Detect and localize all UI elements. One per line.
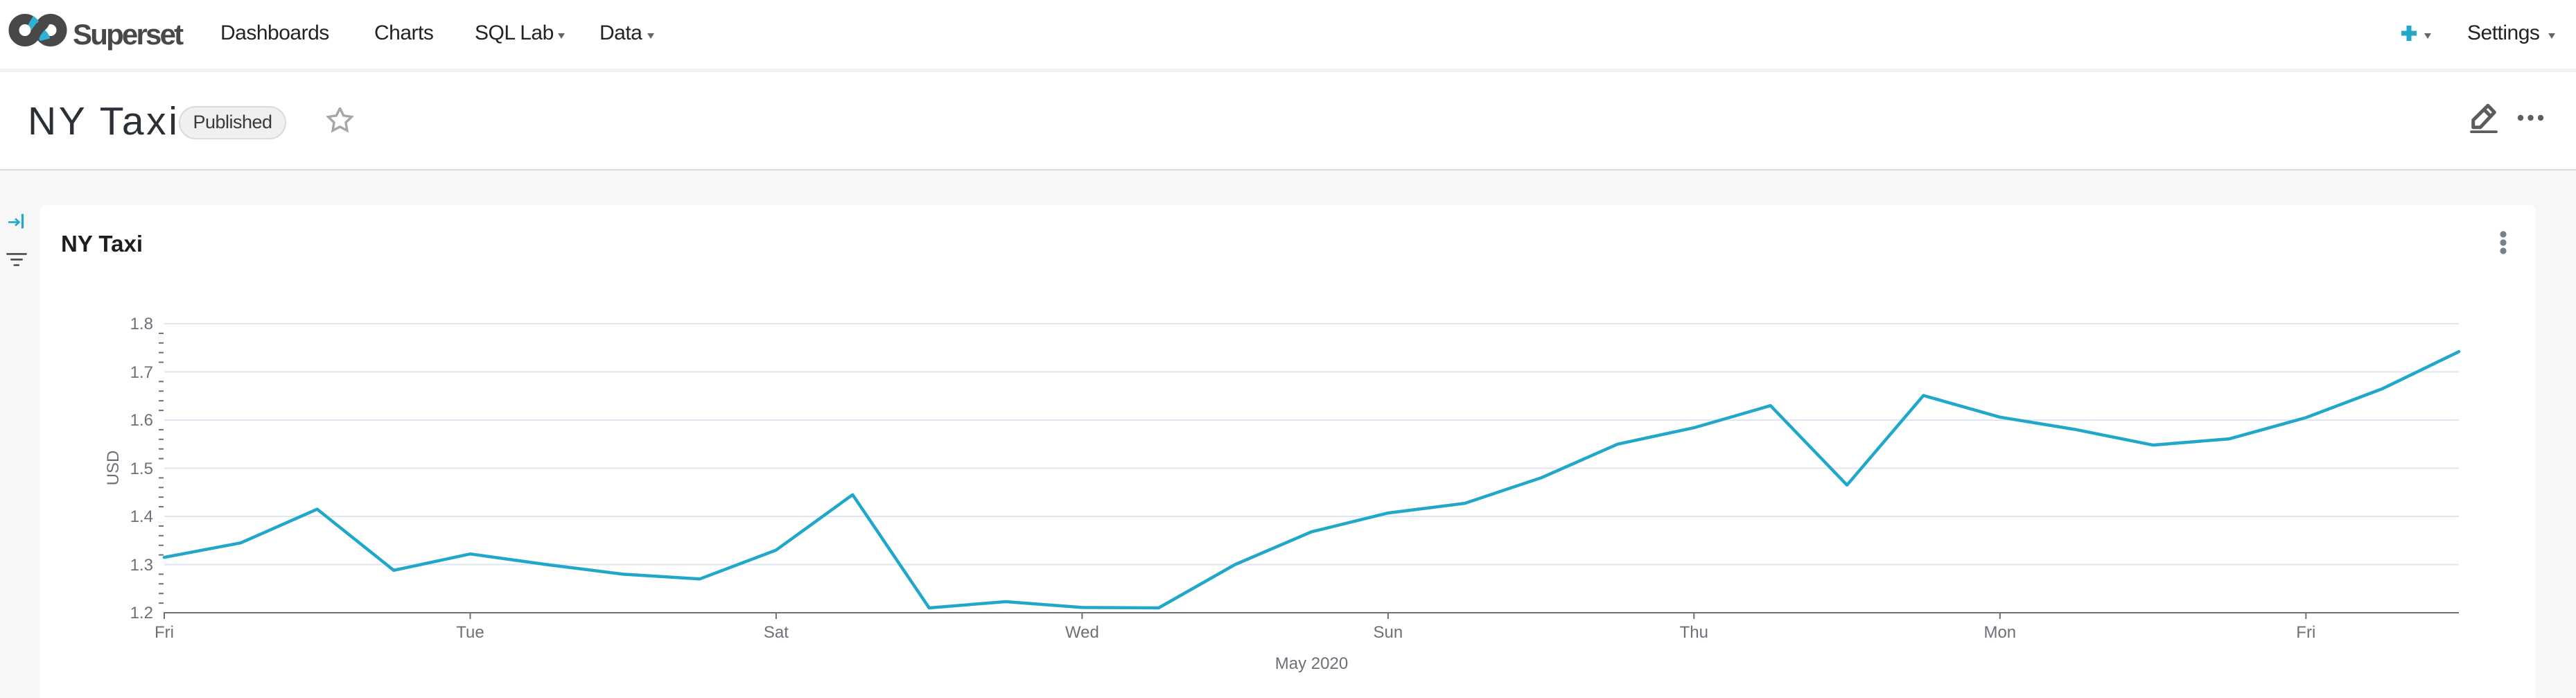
svg-text:Tue: Tue — [456, 623, 484, 642]
svg-text:Thu: Thu — [1680, 623, 1708, 642]
svg-text:1.8: 1.8 — [130, 315, 153, 333]
svg-text:Mon: Mon — [1983, 623, 2016, 642]
svg-text:Sun: Sun — [1374, 623, 1403, 642]
svg-text:1.6: 1.6 — [130, 411, 153, 430]
svg-text:1.5: 1.5 — [130, 460, 153, 478]
svg-text:1.3: 1.3 — [130, 556, 153, 575]
svg-text:Fri: Fri — [2296, 623, 2315, 642]
svg-text:1.2: 1.2 — [130, 604, 153, 622]
svg-text:USD: USD — [104, 451, 123, 486]
svg-text:Wed: Wed — [1065, 623, 1099, 642]
svg-text:1.4: 1.4 — [130, 507, 153, 526]
svg-text:May 2020: May 2020 — [1275, 654, 1348, 673]
svg-text:Sat: Sat — [764, 623, 789, 642]
svg-text:1.7: 1.7 — [130, 363, 153, 382]
svg-text:Fri: Fri — [155, 623, 174, 642]
